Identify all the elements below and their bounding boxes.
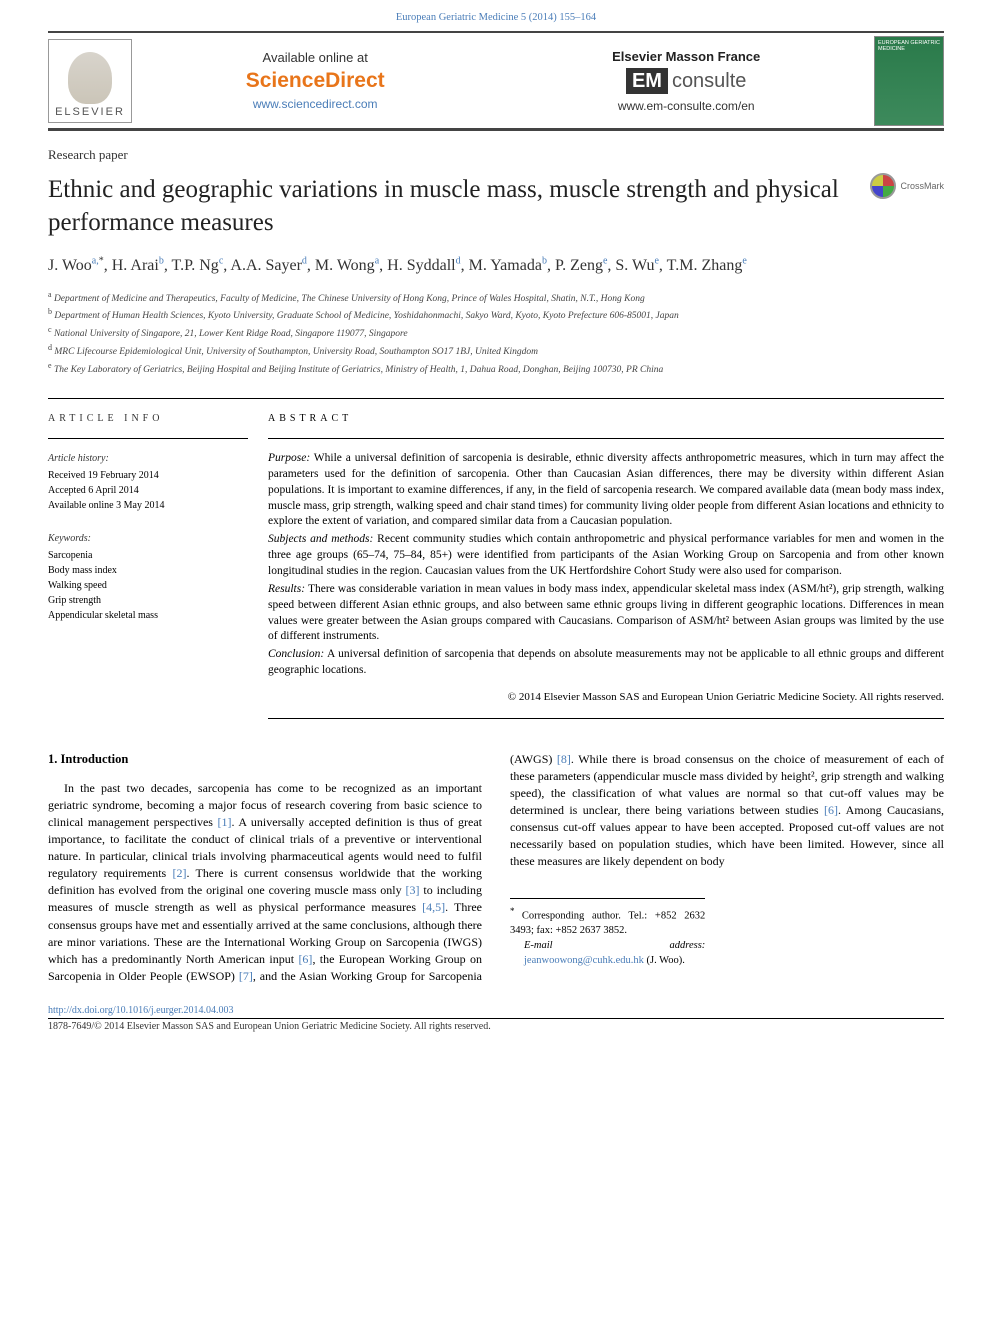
ref-6[interactable]: [6]	[298, 952, 312, 966]
elsevier-tree-icon	[68, 52, 112, 104]
copyright: © 2014 Elsevier Masson SAS and European …	[268, 689, 944, 706]
em-france-label: Elsevier Masson France	[612, 49, 760, 64]
section-heading: 1. Introduction	[48, 751, 482, 769]
divider	[48, 398, 944, 399]
crossmark-badge[interactable]: CrossMark	[870, 173, 944, 199]
corresponding-author: * Corresponding author. Tel.: +852 2632 …	[510, 898, 705, 969]
publisher-banner: ELSEVIER Available online at ScienceDire…	[48, 31, 944, 131]
article-info: ARTICLE INFO Article history: Received 1…	[48, 413, 268, 719]
conclusion-text: A universal definition of sarcopenia tha…	[268, 648, 944, 676]
article-info-heading: ARTICLE INFO	[48, 413, 248, 424]
em-consulte-link[interactable]: www.em-consulte.com/en	[612, 99, 760, 113]
journal-cover: EUROPEAN GERIATRIC MEDICINE	[874, 36, 944, 126]
em-consulte-text: consulte	[672, 70, 747, 92]
abstract-heading: ABSTRACT	[268, 413, 944, 424]
corr-author: (J. Woo).	[644, 955, 685, 966]
ref-3[interactable]: [3]	[406, 883, 420, 897]
header-citation[interactable]: European Geriatric Medicine 5 (2014) 155…	[0, 0, 992, 31]
em-box-text: EM	[626, 68, 668, 94]
footer: http://dx.doi.org/10.1016/j.eurger.2014.…	[48, 1005, 944, 1032]
elsevier-text: ELSEVIER	[55, 106, 125, 118]
ref-1[interactable]: [1]	[218, 815, 232, 829]
keywords-label: Keywords:	[48, 531, 248, 546]
crossmark-icon	[870, 173, 896, 199]
doi-link[interactable]: http://dx.doi.org/10.1016/j.eurger.2014.…	[48, 1005, 944, 1016]
conclusion-label: Conclusion:	[268, 648, 324, 660]
history-label: Article history:	[48, 451, 248, 466]
elsevier-logo: ELSEVIER	[48, 39, 132, 123]
sciencedirect-block: Available online at ScienceDirect www.sc…	[246, 50, 385, 111]
em-logo: EMconsulte	[612, 70, 760, 93]
affiliations: a Department of Medicine and Therapeutic…	[48, 289, 944, 378]
ref-7[interactable]: [7]	[239, 969, 253, 983]
results-text: There was considerable variation in mean…	[268, 583, 944, 643]
body-text-5: well as physical performance measures	[216, 900, 422, 914]
available-at-label: Available online at	[246, 50, 385, 65]
email-label: E-mail address:	[524, 940, 705, 951]
purpose-label: Purpose:	[268, 452, 310, 464]
purpose-text: While a universal definition of sarcopen…	[268, 452, 944, 527]
ref-6b[interactable]: [6]	[824, 803, 838, 817]
authors-list: J. Wooa,*, H. Araib, T.P. Ngc, A.A. Saye…	[48, 253, 944, 279]
body-text: 1. Introduction In the past two decades,…	[48, 751, 944, 985]
results-label: Results:	[268, 583, 305, 595]
paper-type: Research paper	[48, 147, 944, 163]
ref-8[interactable]: [8]	[557, 752, 571, 766]
corr-email[interactable]: jeanwoowong@cuhk.edu.hk	[524, 955, 644, 966]
crossmark-label: CrossMark	[900, 181, 944, 191]
sciencedirect-link[interactable]: www.sciencedirect.com	[246, 97, 385, 111]
ref-45[interactable]: [4,5]	[422, 900, 445, 914]
corr-contact: Corresponding author. Tel.: +852 2632 34…	[510, 910, 705, 936]
em-consulte-block: Elsevier Masson France EMconsulte www.em…	[612, 49, 760, 113]
sciencedirect-logo: ScienceDirect	[246, 69, 385, 93]
article-title: Ethnic and geographic variations in musc…	[48, 173, 854, 239]
ref-2[interactable]: [2]	[172, 866, 186, 880]
issn-copyright: 1878-7649/© 2014 Elsevier Masson SAS and…	[48, 1021, 944, 1032]
abstract: ABSTRACT Purpose: While a universal defi…	[268, 413, 944, 719]
methods-label: Subjects and methods:	[268, 533, 373, 545]
